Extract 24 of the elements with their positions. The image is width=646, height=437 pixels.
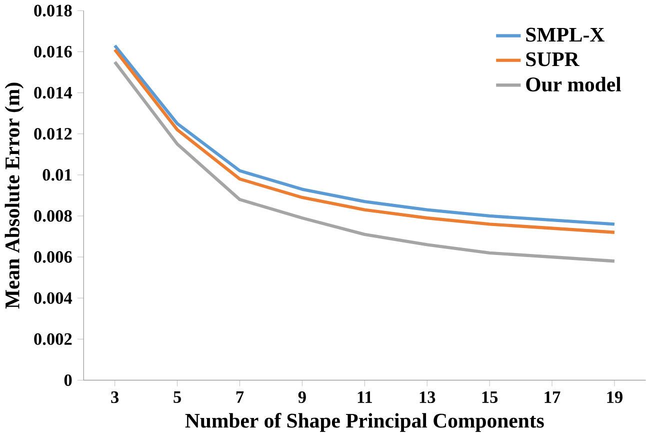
- y-tick-label: 0.014: [34, 87, 72, 99]
- legend-label: Our model: [526, 76, 621, 92]
- y-tick-label: 0: [64, 374, 72, 386]
- y-tick-label: 0.016: [34, 46, 72, 58]
- y-tick-label: 0.01: [42, 169, 72, 181]
- x-tick-label: 3: [111, 392, 119, 404]
- x-tick-label: 15: [482, 392, 498, 404]
- y-tick-label: 0.006: [34, 251, 72, 264]
- x-tick-label: 19: [607, 392, 622, 404]
- x-axis-title: Number of Shape Principal Components: [185, 413, 544, 432]
- y-tick-label: 0.008: [34, 210, 72, 222]
- x-tick-label: 5: [174, 392, 181, 404]
- y-tick-label: 0.002: [34, 333, 72, 346]
- legend-label: SMPL-X: [526, 28, 604, 42]
- y-tick-label: 0.004: [34, 292, 72, 304]
- legend-label: SUPR: [526, 52, 580, 66]
- x-tick-label: 7: [236, 392, 244, 403]
- x-tick-label: 11: [358, 392, 372, 403]
- y-axis-title: Mean Absolute Error (m): [4, 82, 24, 309]
- x-tick-label: 9: [298, 392, 306, 404]
- y-tick-label: 0.018: [34, 4, 72, 17]
- x-tick-label: 13: [420, 392, 436, 404]
- y-tick-label: 0.012: [34, 128, 72, 140]
- x-tick-label: 17: [544, 392, 560, 403]
